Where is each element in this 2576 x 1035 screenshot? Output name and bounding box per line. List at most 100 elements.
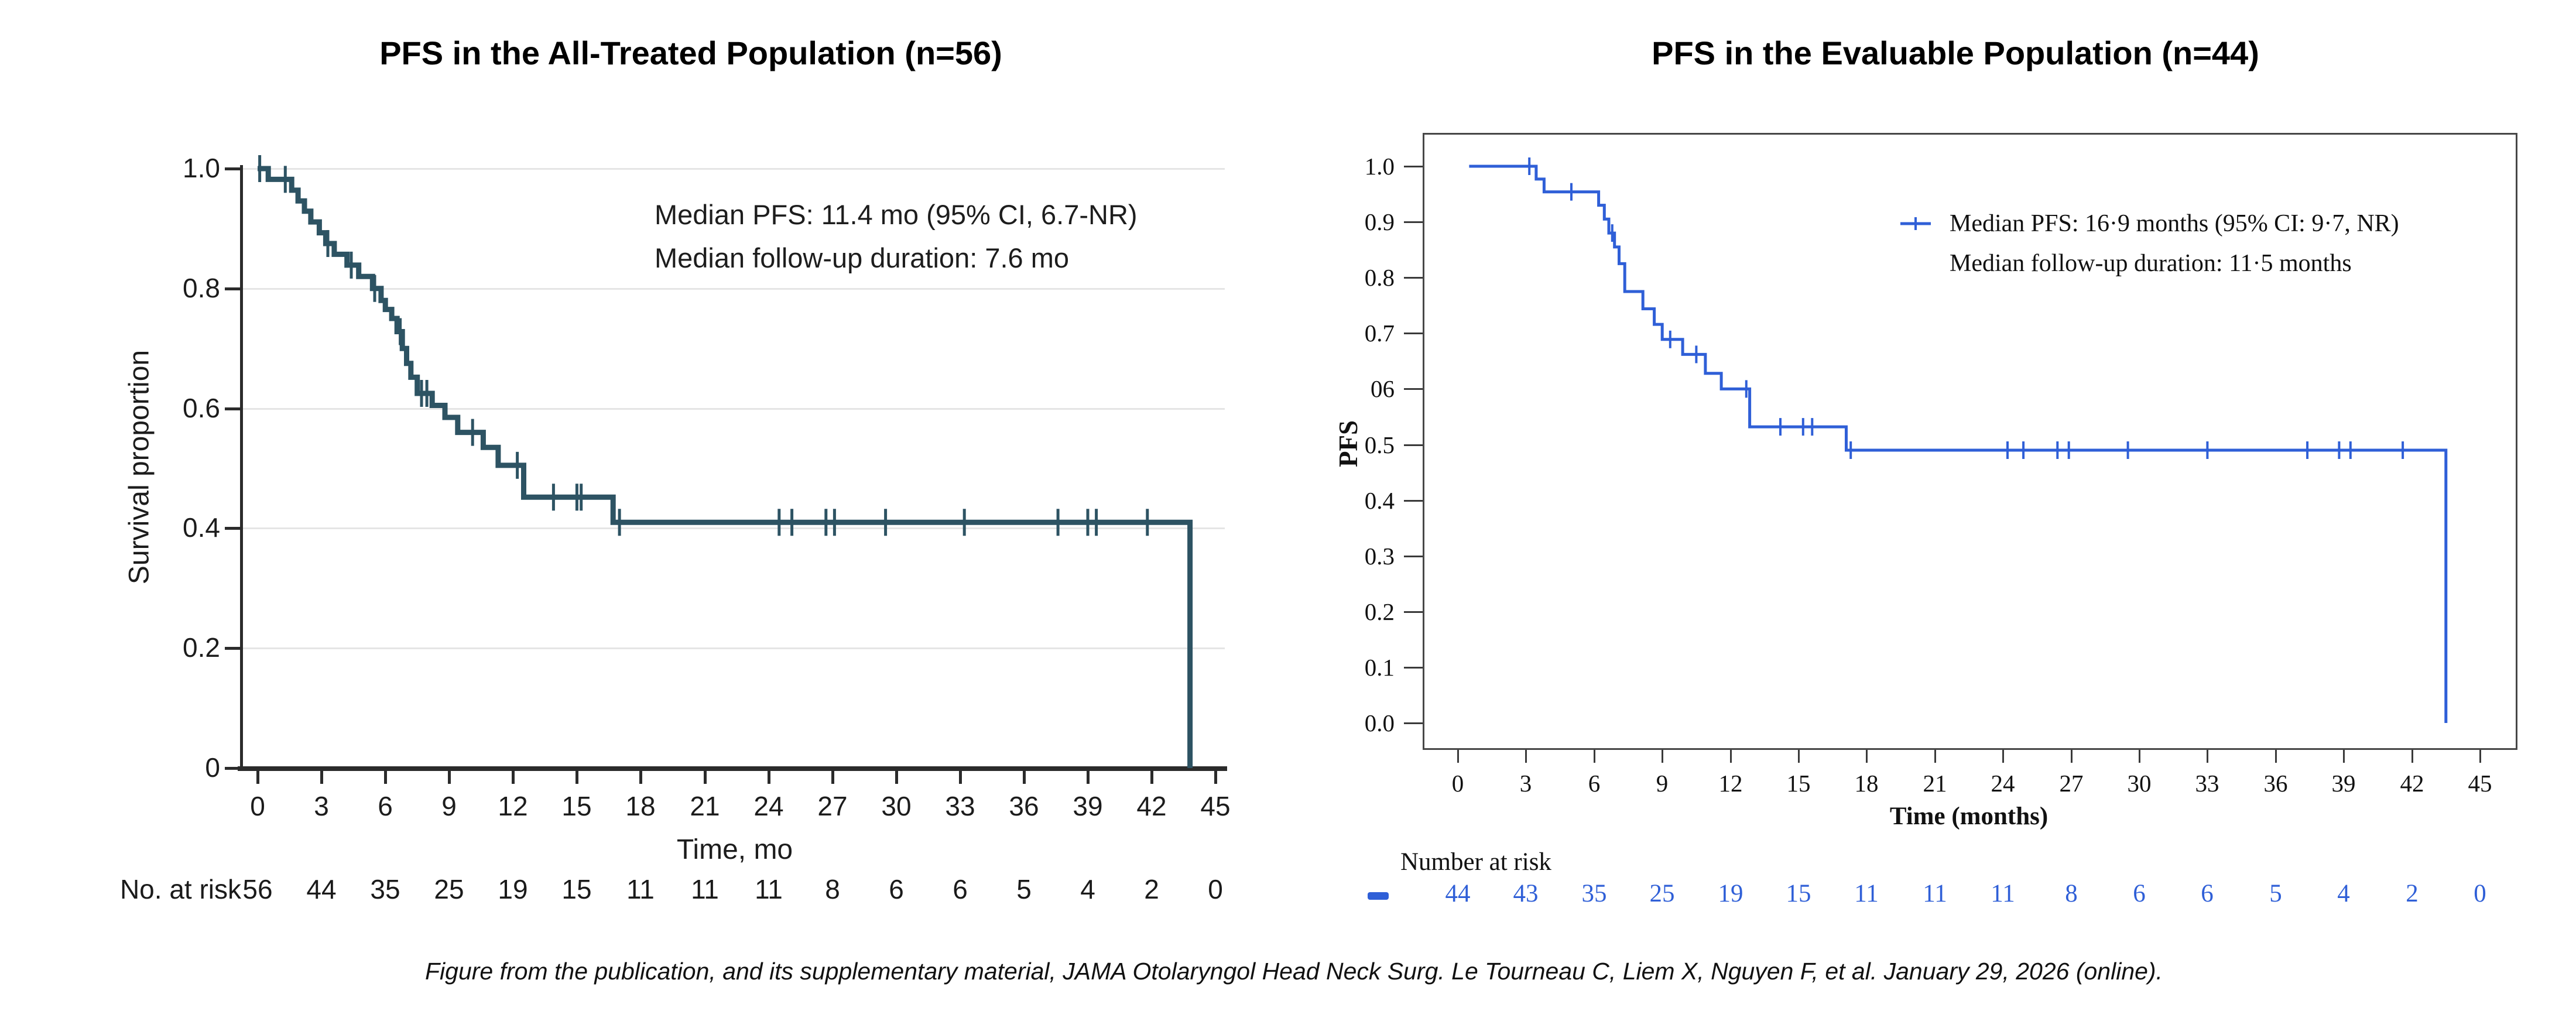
right-x-tick-label: 42 [2400,770,2424,797]
left-y-tick-label: 0 [205,752,220,783]
right-y-tick-label: 0.1 [1364,654,1395,681]
left-grid-line [242,168,1225,170]
left-y-tick-label: 0.8 [183,273,220,303]
left-y-tick [225,287,240,290]
left-risk-count: 6 [953,874,968,904]
right-x-tick-label: 33 [2195,770,2219,797]
left-risk-count: 15 [561,874,592,904]
right-y-tick [1404,277,1423,279]
left-x-tick-label: 42 [1136,791,1167,821]
left-x-tick-label: 27 [817,791,848,821]
right-x-tick [2207,750,2208,763]
left-risk-count: 19 [498,874,528,904]
right-x-tick-label: 0 [1451,770,1464,797]
right-y-tick [1404,333,1423,334]
right-x-tick-label: 30 [2127,770,2152,797]
left-grid-line [242,647,1225,649]
right-x-tick [2343,750,2345,763]
left-x-axis-title: Time, mo [676,834,793,865]
right-x-tick-label: 15 [1786,770,1811,797]
left-x-tick [895,771,898,784]
left-x-tick-label: 12 [498,791,528,821]
right-x-tick [1798,750,1800,763]
right-legend-line-2: Median follow-up duration: 11·5 months [1950,250,2352,277]
left-y-tick [225,647,240,650]
right-y-tick [1404,166,1423,167]
right-y-tick-label: 0.0 [1364,710,1395,736]
left-risk-count: 8 [825,874,840,904]
left-y-tick [225,167,240,170]
left-x-tick [320,771,323,784]
left-y-tick [225,527,240,530]
right-y-tick-label: 0.5 [1364,431,1395,458]
right-y-tick [1404,667,1423,669]
right-risk-label: Number at risk [1400,848,1551,876]
left-risk-label: No. at risk [119,874,241,904]
left-x-tick-label: 30 [881,791,912,821]
right-x-tick [1730,750,1732,763]
left-risk-count: 56 [242,874,273,904]
left-y-tick-label: 0.6 [183,393,220,423]
right-x-tick-label: 21 [1923,770,1947,797]
left-x-tick-label: 0 [250,791,265,821]
right-legend-line-1: Median PFS: 16·9 months (95% CI: 9·7, NR… [1950,210,2399,237]
right-y-tick-label: 0.9 [1364,208,1395,235]
left-x-tick-label: 33 [945,791,975,821]
left-x-tick [959,771,962,784]
right-risk-count: 4 [2337,880,2350,907]
left-x-tick [639,771,642,784]
right-x-tick-label: 45 [2468,770,2492,797]
right-x-tick [2071,750,2073,763]
right-risk-count: 6 [2133,880,2146,907]
left-x-tick [1087,771,1090,784]
left-annotation-line-2: Median follow-up duration: 7.6 mo [655,242,1070,273]
left-grid-line [242,408,1225,410]
right-y-tick [1404,444,1423,446]
left-grid-line [242,288,1225,290]
right-x-tick [2139,750,2140,763]
left-risk-count: 11 [691,874,719,904]
left-x-tick [1214,771,1217,784]
left-x-tick [256,771,259,784]
left-annotation-line-1: Median PFS: 11.4 mo (95% CI, 6.7-NR) [655,199,1138,230]
left-risk-count: 5 [1016,874,1032,904]
right-x-tick-label: 3 [1519,770,1532,797]
right-risk-count: 19 [1718,880,1743,907]
left-x-tick-label: 24 [753,791,784,821]
right-chart-title: PFS in the Evaluable Population (n=44) [1652,35,2259,71]
left-y-axis-title: Survival proportion [124,349,155,585]
risk-group-dash-icon [1368,892,1389,900]
right-x-tick [1662,750,1663,763]
left-x-tick-label: 36 [1009,791,1039,821]
right-x-tick [2275,750,2277,763]
left-risk-count: 0 [1208,874,1223,904]
right-y-tick [1404,556,1423,557]
right-y-tick-label: 0.3 [1364,543,1395,570]
right-x-tick-label: 24 [1991,770,2015,797]
right-y-tick-label: 0.2 [1364,598,1395,625]
right-x-tick [2411,750,2413,763]
left-x-tick [768,771,770,784]
left-chart-title: PFS in the All-Treated Population (n=56) [379,35,1002,71]
right-y-axis-title: PFS [1334,420,1363,468]
right-y-tick [1404,221,1423,223]
legend-censor-marker-icon [1900,217,1931,230]
left-y-tick-label: 1.0 [183,153,220,183]
right-risk-count: 2 [2406,880,2419,907]
right-x-tick-label: 27 [2059,770,2084,797]
left-y-axis-line [240,165,243,771]
right-risk-count: 44 [1445,880,1471,907]
right-y-tick-label: 1.0 [1364,153,1395,180]
right-x-tick [1457,750,1459,763]
right-risk-count: 6 [2201,880,2214,907]
right-legend: Median PFS: 16·9 months (95% CI: 9·7, NR… [1950,204,2399,283]
right-y-tick [1404,611,1423,613]
right-risk-count: 25 [1649,880,1675,907]
right-risk-count: 0 [2474,880,2486,907]
right-risk-count: 43 [1513,880,1539,907]
left-x-tick-label: 45 [1200,791,1231,821]
left-x-tick-label: 18 [625,791,656,821]
left-y-tick [225,767,240,770]
right-x-axis-title: Time (months) [1889,803,2049,830]
